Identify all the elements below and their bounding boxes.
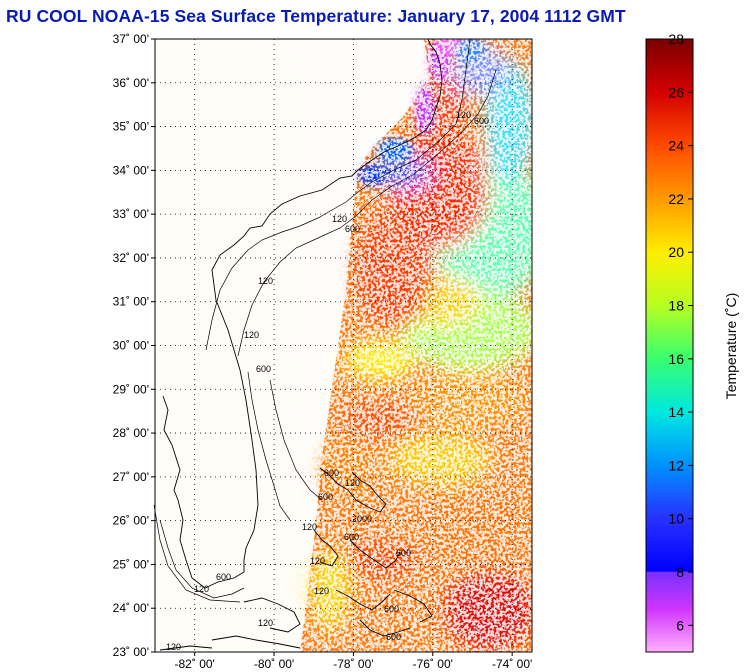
bahamas-outline xyxy=(319,467,387,513)
lat-tick-label: 27˚ 00' xyxy=(113,470,149,484)
colorbar-tick-label: 24 xyxy=(668,138,684,154)
contour-label: 600 xyxy=(345,224,360,234)
lat-tick-label: 29˚ 00' xyxy=(113,382,149,396)
contour-label: 2000 xyxy=(352,514,372,524)
lat-tick-label: 34˚ 00' xyxy=(113,163,149,177)
contour-label: 600 xyxy=(256,364,271,374)
colorbar-tick-label: 8 xyxy=(676,564,684,580)
lat-tick-label: 23˚ 00' xyxy=(113,645,149,659)
colorbar-tick-label: 18 xyxy=(668,298,684,314)
lat-tick-label: 26˚ 00' xyxy=(113,514,149,528)
contour-label: 120 xyxy=(166,642,181,652)
lon-tick-label: -82˚ 00' xyxy=(175,657,215,671)
colorbar-tick-label: 6 xyxy=(676,617,684,633)
contour-label: 120 xyxy=(345,478,360,488)
contour-label: 120 xyxy=(194,584,209,594)
lat-tick-label: 31˚ 00' xyxy=(113,295,149,309)
contour-label: 120 xyxy=(310,556,325,566)
lat-tick-label: 37˚ 00' xyxy=(113,32,149,46)
lat-tick-label: 25˚ 00' xyxy=(113,557,149,571)
contour-label: 600 xyxy=(324,468,339,478)
lon-tick-label: -80˚ 00' xyxy=(254,657,294,671)
contour-label: 600 xyxy=(396,548,411,558)
colorbar-tick-label: 28 xyxy=(668,31,684,47)
contour-label: 120 xyxy=(314,586,329,596)
graticule xyxy=(155,38,532,653)
colorbar-tick-label: 14 xyxy=(668,404,684,420)
lat-tick-label: 32˚ 00' xyxy=(113,251,149,265)
contour-label: 120 xyxy=(332,214,347,224)
colorbar-tick-label: 16 xyxy=(668,351,684,367)
lat-tick-label: 35˚ 00' xyxy=(113,120,149,134)
coastline xyxy=(159,38,443,651)
colorbar: 28 26 24 22 20 18 16 14 12 10 8 6 Temperature (˚C) xyxy=(645,31,739,653)
lon-tick-label: -74˚ 00' xyxy=(492,657,532,671)
map-title: RU COOL NOAA-15 Sea Surface Temperature:… xyxy=(6,6,626,26)
contour-label: 120 xyxy=(244,330,259,340)
colorbar-tick-label: 12 xyxy=(668,457,684,473)
map-panel: 120 600 120 600 120 600 120 600 120 600 … xyxy=(113,32,533,671)
colorbar-title: Temperature (˚C) xyxy=(723,293,739,400)
colorbar-gradient xyxy=(645,38,694,653)
contour-label: 120 xyxy=(258,276,273,286)
colorbar-tick-label: 26 xyxy=(668,84,684,100)
colorbar-ticks: 28 26 24 22 20 18 16 14 12 10 8 6 xyxy=(668,31,693,633)
contour-label: 120 xyxy=(456,110,471,120)
lat-tick-label: 28˚ 00' xyxy=(113,426,149,440)
lat-tick-label: 33˚ 00' xyxy=(113,207,149,221)
florida-coast xyxy=(162,169,359,589)
contour-label: 600 xyxy=(474,116,489,126)
colorbar-tick-label: 10 xyxy=(668,511,684,527)
contour-label: 600 xyxy=(344,532,359,542)
lon-tick-label: -76˚ 00' xyxy=(413,657,453,671)
carolina-coast xyxy=(357,38,443,171)
colorbar-tick-label: 20 xyxy=(668,244,684,260)
contour-label: 600 xyxy=(386,632,401,642)
contour-label: 120 xyxy=(302,522,317,532)
colorbar-tick-label: 22 xyxy=(668,191,684,207)
bathymetry-contours xyxy=(153,38,497,603)
lat-tick-label: 24˚ 00' xyxy=(113,601,149,615)
contour-label: 600 xyxy=(216,572,231,582)
contour-label: 120 xyxy=(258,618,273,628)
lat-tick-label: 30˚ 00' xyxy=(113,339,149,353)
contour-label-layer: 120 600 120 600 120 600 120 600 120 600 … xyxy=(166,110,489,652)
lat-tick-label: 36˚ 00' xyxy=(113,76,149,90)
map-axes: 37˚ 00' 36˚ 00' 35˚ 00' 34˚ 00' 33˚ 00' 32˚ 0… xyxy=(113,32,533,671)
contour-label: 600 xyxy=(318,492,333,502)
lon-tick-label: -78˚ 00' xyxy=(333,657,373,671)
contour-label: 600 xyxy=(384,604,399,614)
